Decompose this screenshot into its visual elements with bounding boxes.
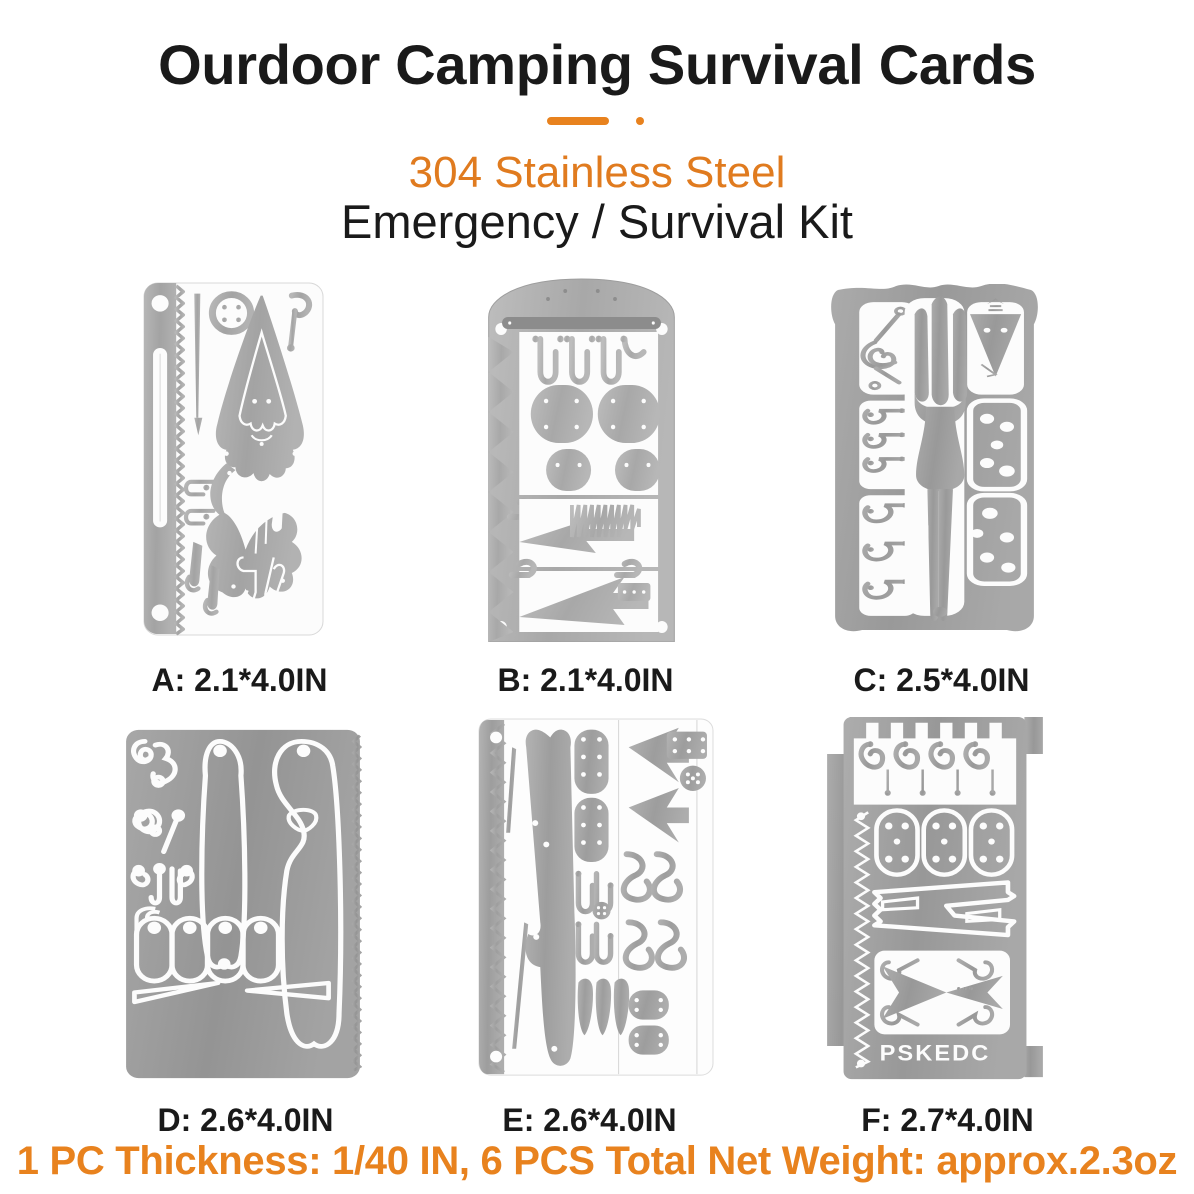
svg-text:PSKEDC: PSKEDC xyxy=(880,1040,991,1065)
